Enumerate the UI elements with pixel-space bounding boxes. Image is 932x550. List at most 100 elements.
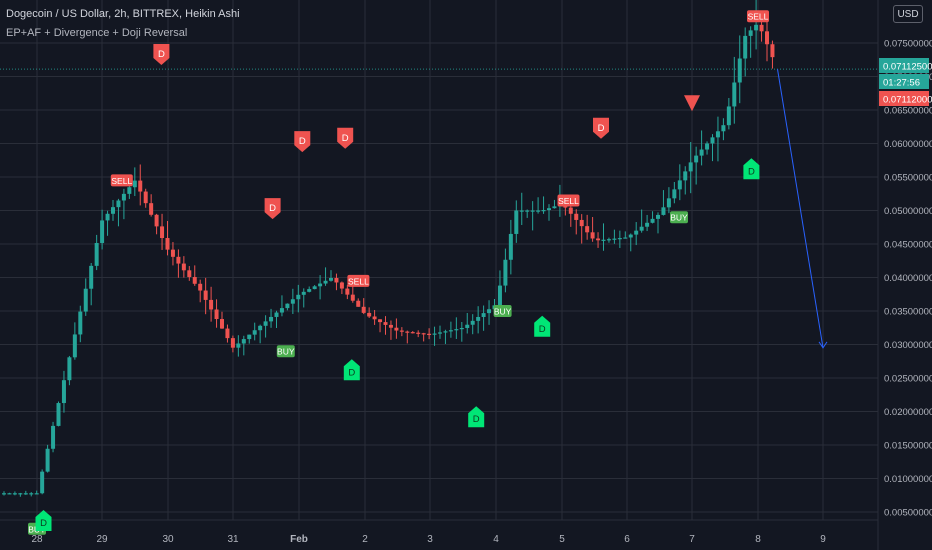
- divergence-label: D: [348, 367, 355, 378]
- divergence-label: D: [598, 123, 605, 134]
- candle-down: [356, 300, 361, 307]
- candle-up: [754, 24, 759, 31]
- x-tick-label: 30: [162, 534, 174, 545]
- candle-up: [40, 471, 45, 494]
- candle-up: [279, 308, 284, 313]
- candle-down: [187, 270, 192, 278]
- y-tick-label: 0.06000000: [884, 139, 932, 150]
- y-tick-label: 0.05500000: [884, 173, 932, 184]
- buy-signal-box: [276, 345, 295, 358]
- candle-up: [656, 214, 660, 219]
- candle-up: [454, 329, 459, 331]
- candle-down: [160, 226, 165, 239]
- candle-up: [301, 291, 306, 295]
- x-tick-label: 5: [559, 534, 565, 545]
- currency-button[interactable]: USD: [893, 5, 923, 23]
- divergence-bearish-marker: [264, 198, 281, 220]
- candle-up: [329, 278, 333, 281]
- candle-up: [438, 332, 442, 334]
- candle-down: [143, 191, 148, 204]
- candle-down: [410, 332, 415, 334]
- projection-arrowhead: [818, 341, 828, 349]
- candle-up: [132, 180, 137, 188]
- candle-up: [677, 180, 682, 190]
- candle-down: [383, 322, 388, 325]
- candle-up: [481, 313, 486, 317]
- sell-signal-label: SELL: [348, 276, 369, 286]
- x-tick-label: 7: [689, 534, 695, 545]
- x-tick-label: 29: [96, 534, 108, 545]
- candle-up: [23, 493, 28, 495]
- sell-signal-box: [110, 174, 133, 187]
- candle-up: [710, 137, 715, 144]
- divergence-label: D: [158, 49, 165, 60]
- candle-up: [432, 333, 437, 335]
- divergence-bearish-marker: [294, 131, 311, 153]
- candle-down: [596, 238, 601, 241]
- candle-up: [18, 493, 23, 495]
- divergence-label: D: [40, 518, 47, 529]
- y-tick-label: 0.03000000: [884, 340, 932, 351]
- candle-up: [705, 143, 710, 150]
- candle-up: [694, 155, 699, 163]
- candle-up: [683, 171, 688, 181]
- candle-down: [220, 319, 224, 329]
- candle-up: [525, 210, 530, 212]
- candle-up: [634, 230, 639, 235]
- y-tick-label: 0.01500000: [884, 441, 932, 452]
- candle-up: [247, 334, 252, 340]
- candle-up: [252, 330, 257, 335]
- candle-up: [628, 234, 633, 238]
- candle-up: [514, 210, 519, 234]
- candle-up: [29, 493, 34, 495]
- buy-signal-label: BUY: [494, 307, 512, 317]
- divergence-bullish-marker: [468, 406, 485, 428]
- candle-up: [318, 283, 323, 287]
- candle-up: [285, 303, 290, 309]
- candle-down: [574, 213, 579, 220]
- sell-signal-box: [557, 194, 580, 207]
- candle-down: [378, 319, 383, 323]
- candle-down: [399, 330, 404, 332]
- sell-signal-box: [347, 274, 370, 287]
- divergence-label: D: [299, 136, 306, 147]
- candle-up: [116, 200, 121, 208]
- candle-up: [465, 324, 470, 328]
- candle-down: [367, 312, 372, 317]
- candle-up: [737, 58, 742, 83]
- divergence-bullish-marker: [743, 158, 760, 180]
- candle-up: [61, 380, 66, 404]
- y-tick-label: 0.06500000: [884, 106, 932, 117]
- candle-down: [339, 282, 344, 289]
- divergence-bearish-marker: [337, 127, 354, 149]
- candle-down: [165, 238, 170, 250]
- x-tick-label: 2: [362, 534, 368, 545]
- candle-up: [94, 242, 99, 266]
- candle-up: [241, 339, 246, 344]
- candle-up: [274, 312, 279, 317]
- divergence-label: D: [269, 203, 276, 214]
- candle-up: [748, 30, 753, 36]
- candle-down: [394, 327, 399, 331]
- y-tick-label: 0.05000000: [884, 206, 932, 217]
- candle-up: [100, 220, 105, 243]
- candle-down: [421, 333, 426, 335]
- candle-down: [590, 232, 595, 239]
- candle-up: [307, 289, 312, 292]
- divergence-label: D: [342, 133, 349, 144]
- indicator-legend[interactable]: EP+AF + Divergence + Doji Reversal: [6, 27, 188, 39]
- candle-down: [181, 263, 186, 271]
- last-price-tag-bg: [879, 58, 929, 73]
- buy-signal-label: BUY: [277, 347, 295, 357]
- candle-up: [508, 233, 513, 260]
- candle-up: [34, 493, 39, 495]
- candle-up: [127, 187, 132, 194]
- candle-up: [72, 334, 77, 358]
- countdown-tag: 01:27:56: [883, 78, 920, 89]
- candle-up: [666, 198, 671, 208]
- candle-down: [361, 306, 366, 313]
- candle-up: [503, 259, 508, 286]
- candle-up: [105, 213, 110, 221]
